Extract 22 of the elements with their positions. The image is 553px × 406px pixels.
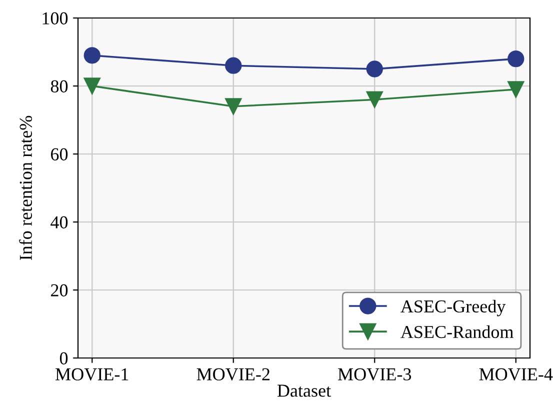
y-tick-label: 60: [51, 148, 68, 160]
y-tick-label: 100: [42, 12, 68, 24]
point: [366, 91, 383, 108]
point: [225, 57, 242, 74]
point: [84, 78, 100, 94]
x-tick-label: MOVIE-2: [196, 368, 270, 381]
y-tick-label: 40: [50, 216, 68, 228]
legend-label: ASEC-Greedy: [400, 300, 506, 316]
x-axis-title: Dataset: [277, 384, 331, 397]
point: [508, 81, 524, 98]
x-tick-label: MOVIE-3: [338, 368, 412, 381]
point: [366, 60, 383, 78]
x-tick-label: MOVIE-4: [479, 368, 553, 381]
point: [508, 50, 524, 68]
point: [84, 47, 100, 64]
point: [225, 98, 242, 115]
y-axis-title: Info retention rate%: [19, 116, 32, 260]
legend-label: ASEC-Random: [400, 325, 514, 338]
y-tick-label: 20: [51, 284, 68, 296]
y-tick-label: 80: [50, 80, 68, 92]
x-tick-label: MOVIE-1: [56, 368, 128, 381]
y-tick-label: 0: [60, 352, 68, 364]
